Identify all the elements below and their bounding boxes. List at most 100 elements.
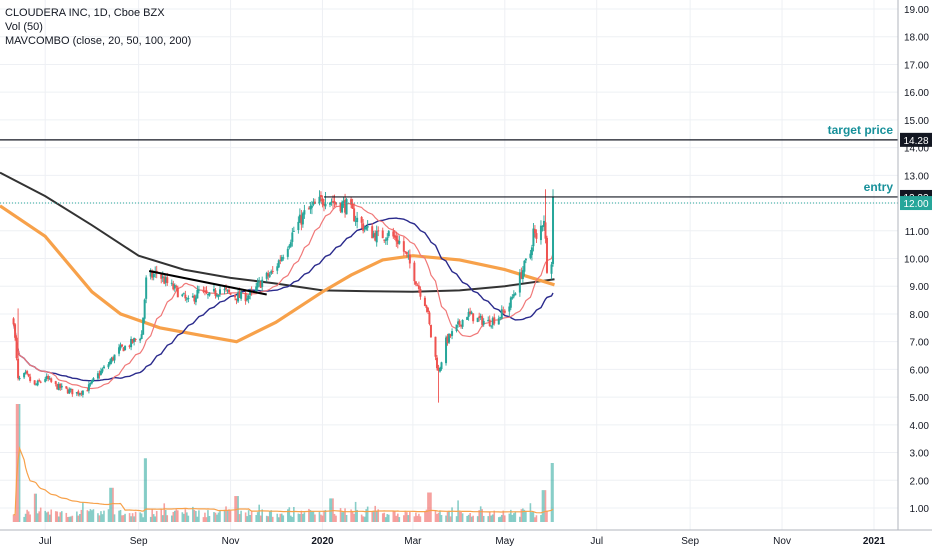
price-tick-label: 14.00 [904, 144, 929, 155]
price-tick-label: 2.00 [910, 476, 930, 487]
candle-body [101, 369, 104, 372]
volume-bar [57, 516, 60, 522]
candle-body [202, 290, 205, 292]
mavcombo-indicator-label[interactable]: MAVCOMBO (close, 20, 50, 100, 200) [5, 35, 192, 47]
price-tick-label: 1.00 [910, 504, 930, 515]
current-price-badge [900, 196, 932, 211]
candle-body [282, 257, 285, 259]
candle-body [134, 338, 137, 340]
candle-body [267, 273, 270, 277]
candle-body [160, 274, 163, 279]
volume-bar [416, 515, 419, 522]
volume-bar [173, 510, 176, 522]
candle-body [77, 391, 80, 395]
time-axis[interactable]: Jul Sep Nov 2020 Mar May Jul Sep Nov 2021 [0, 529, 932, 547]
volume-bar [23, 516, 25, 522]
price-tick-label: 5.00 [910, 393, 930, 404]
volume-bar [445, 515, 447, 522]
volume-bar [309, 509, 312, 522]
candle-body [193, 295, 196, 302]
time-tick-label: Nov [773, 536, 791, 547]
volume-bar [124, 513, 126, 522]
volume-bar [303, 512, 306, 522]
candle-body [149, 271, 152, 277]
candle-body [467, 312, 470, 317]
volume-bar [122, 515, 125, 522]
volume-bar [488, 511, 491, 522]
volume-bar [500, 514, 503, 522]
volume-bar [240, 510, 242, 522]
candle-body [458, 320, 461, 325]
candle-body [365, 226, 368, 230]
candle-body [386, 237, 389, 241]
price-axis[interactable]: 1.00 2.00 3.00 4.00 5.00 6.00 7.00 8.00 9.00 10.0… [897, 0, 932, 550]
volume-bar [71, 515, 74, 522]
volume-bar [163, 503, 166, 522]
volume-bar [277, 517, 280, 522]
candle-body [185, 298, 188, 300]
volume-bar [261, 509, 263, 522]
volume-bar [175, 509, 178, 522]
candle-body [90, 380, 93, 384]
volume-bar [258, 504, 260, 522]
candle-body [396, 239, 399, 245]
candle-body [446, 336, 449, 343]
volume-bar [446, 511, 449, 522]
time-tick-label: May [495, 536, 514, 547]
candle-body [286, 248, 289, 257]
volume-bar [440, 515, 443, 522]
candle-body [445, 337, 448, 364]
volume-bar [476, 516, 479, 522]
volume-bar [404, 511, 407, 522]
candle-body [203, 291, 206, 293]
candle-body [196, 289, 199, 299]
candle-body [339, 203, 342, 212]
candle-body [407, 255, 410, 257]
candle-body [541, 226, 544, 228]
candle-body [66, 389, 69, 394]
volume-bar [151, 509, 153, 522]
volume-bar [318, 511, 321, 522]
volume-bar [502, 510, 505, 522]
candle-body [109, 361, 111, 365]
candle-body [479, 315, 482, 318]
candle-body [89, 383, 92, 385]
candle-body [18, 377, 21, 380]
candle-body [428, 312, 431, 325]
volume-bar [225, 506, 227, 522]
symbol-title[interactable]: CLOUDERA INC, 1D, Cboe BZX [5, 7, 165, 19]
candle-body [482, 320, 485, 325]
volume-bar [424, 510, 426, 522]
volume-bar [228, 509, 230, 522]
candle-body [237, 292, 240, 302]
time-tick-label: 2020 [311, 536, 334, 547]
candle-body [59, 383, 62, 389]
volume-bar [335, 515, 337, 522]
volume-bar [377, 509, 380, 522]
volume-bar [177, 510, 179, 522]
volume-bar [428, 492, 431, 522]
volume-bar [299, 514, 301, 522]
candle-body [182, 293, 185, 295]
volume-bar [76, 511, 78, 522]
volume-bar [100, 511, 102, 522]
volume-bar [234, 496, 236, 522]
candle-body [206, 294, 209, 296]
volume-bar [101, 514, 104, 522]
candle-body [434, 336, 437, 357]
candle-body [312, 201, 315, 205]
volume-bar [288, 507, 291, 522]
ma100-line [0, 204, 555, 344]
volume-bar [487, 516, 490, 522]
volume-bar [395, 515, 398, 522]
candle-body [39, 381, 42, 383]
candle-body [297, 221, 300, 230]
volume-bar [308, 508, 310, 522]
volume-bar [205, 517, 208, 522]
volume-indicator-label[interactable]: Vol (50) [5, 21, 43, 33]
candle-body [68, 389, 71, 394]
volume-bar [330, 498, 333, 522]
candle-body [246, 298, 249, 301]
candle-body [124, 345, 127, 351]
